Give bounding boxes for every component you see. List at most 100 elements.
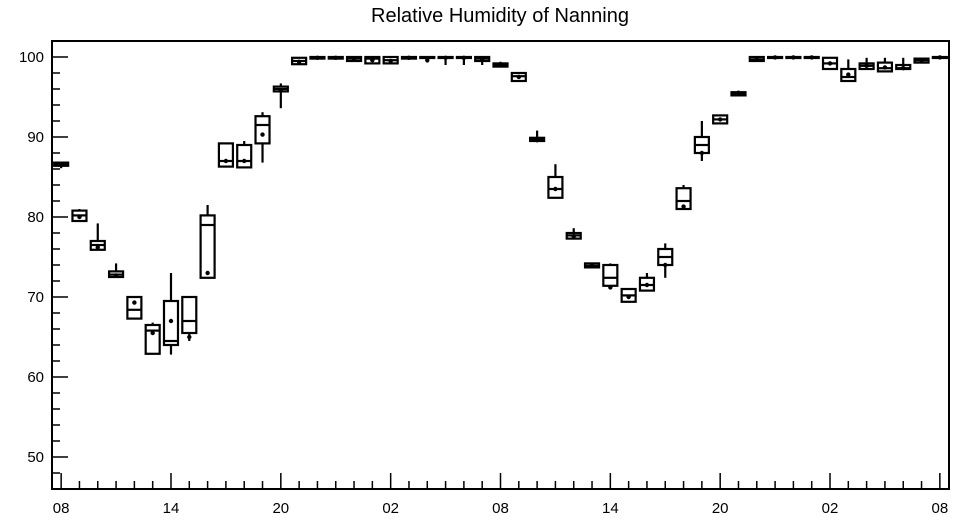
box-mean bbox=[461, 55, 467, 60]
box-body bbox=[254, 115, 271, 145]
box-item bbox=[583, 262, 601, 269]
box-item bbox=[785, 55, 802, 60]
y-tick-label: 70 bbox=[27, 289, 44, 306]
box-item bbox=[748, 55, 765, 63]
box-item bbox=[602, 263, 619, 290]
box-item bbox=[547, 164, 564, 199]
plot-frame bbox=[51, 40, 950, 490]
box-mean bbox=[406, 55, 412, 60]
box-body bbox=[876, 61, 894, 73]
box-item bbox=[327, 55, 344, 60]
box-item bbox=[217, 142, 235, 168]
box-mean bbox=[534, 138, 540, 143]
box-item bbox=[236, 141, 253, 169]
box-item bbox=[254, 112, 271, 163]
box-mean bbox=[95, 245, 100, 250]
box-mean bbox=[242, 158, 247, 164]
box-item bbox=[876, 57, 894, 73]
box-body bbox=[181, 295, 198, 335]
box-mean bbox=[901, 66, 906, 71]
x-tick-label: 20 bbox=[272, 500, 289, 517]
box-mean bbox=[351, 57, 357, 62]
box-item bbox=[858, 57, 875, 71]
box-item bbox=[821, 56, 839, 71]
box-item bbox=[272, 83, 289, 109]
y-tick-label: 100 bbox=[19, 49, 44, 66]
box-mean bbox=[388, 58, 393, 64]
box-mean bbox=[187, 334, 192, 340]
box-item bbox=[53, 161, 70, 169]
chart-title: Relative Humidity of Nanning bbox=[371, 5, 629, 27]
plot-border bbox=[51, 40, 950, 490]
x-tick-label: 02 bbox=[822, 500, 839, 517]
box-body bbox=[602, 263, 619, 287]
box-item bbox=[913, 57, 930, 64]
box-mean bbox=[626, 294, 631, 300]
box-item bbox=[657, 243, 674, 278]
box-body bbox=[364, 55, 381, 65]
box-mean bbox=[333, 55, 338, 60]
y-tick-label: 60 bbox=[27, 369, 44, 386]
box-item bbox=[419, 55, 436, 63]
x-tick-label: 08 bbox=[932, 500, 949, 517]
box-item bbox=[931, 55, 948, 60]
box-mean bbox=[937, 55, 943, 60]
box-mean bbox=[864, 63, 869, 68]
box-mean bbox=[205, 270, 210, 276]
box-mean bbox=[315, 55, 320, 60]
x-tick-label: 20 bbox=[712, 500, 729, 517]
box-item bbox=[71, 209, 88, 223]
box-mean bbox=[919, 58, 924, 63]
box-item bbox=[529, 130, 546, 143]
box-mean bbox=[296, 59, 302, 64]
x-tick-label: 14 bbox=[163, 500, 180, 517]
box-item bbox=[107, 263, 125, 279]
box-item bbox=[620, 287, 637, 303]
box-mean bbox=[681, 204, 686, 209]
box-mean bbox=[827, 61, 833, 66]
box-item bbox=[766, 55, 784, 60]
box-item bbox=[199, 205, 216, 279]
box-mean bbox=[113, 273, 119, 278]
box-mean bbox=[644, 282, 650, 288]
box-item bbox=[181, 295, 198, 341]
box-mean bbox=[608, 285, 613, 290]
box-mean bbox=[571, 234, 576, 239]
box-item bbox=[437, 55, 454, 65]
box-mean bbox=[260, 132, 265, 137]
box-mean bbox=[77, 214, 82, 220]
box-mean bbox=[717, 117, 723, 122]
x-tick-label: 14 bbox=[602, 500, 619, 517]
x-tick-label: 02 bbox=[382, 500, 399, 517]
x-tick-label: 08 bbox=[53, 500, 70, 517]
box-item bbox=[345, 55, 363, 63]
box-item bbox=[291, 56, 308, 66]
box-item bbox=[675, 185, 692, 211]
box-body bbox=[217, 142, 235, 168]
box-mean bbox=[516, 74, 522, 80]
box-mean bbox=[754, 57, 759, 62]
y-tick-label: 50 bbox=[27, 449, 44, 466]
box-body bbox=[144, 323, 161, 355]
box-item bbox=[309, 55, 326, 60]
box-item bbox=[565, 228, 582, 240]
box-item bbox=[638, 273, 656, 292]
box-body bbox=[236, 143, 253, 169]
box-body bbox=[547, 175, 564, 199]
box-item bbox=[492, 61, 509, 68]
box-item bbox=[89, 223, 106, 251]
box-mean bbox=[278, 88, 284, 93]
box-item bbox=[510, 71, 527, 83]
box-mean bbox=[150, 330, 155, 336]
box-body bbox=[126, 295, 143, 320]
box-mean bbox=[736, 91, 741, 97]
box-body bbox=[675, 187, 692, 211]
box-item bbox=[693, 121, 710, 161]
box-mean bbox=[132, 300, 137, 305]
box-mean bbox=[699, 150, 705, 156]
box-body bbox=[840, 67, 857, 83]
box-mean bbox=[479, 57, 485, 62]
y-axis: 50 60 70 80 90 100 bbox=[19, 40, 68, 490]
box-item bbox=[364, 55, 381, 65]
